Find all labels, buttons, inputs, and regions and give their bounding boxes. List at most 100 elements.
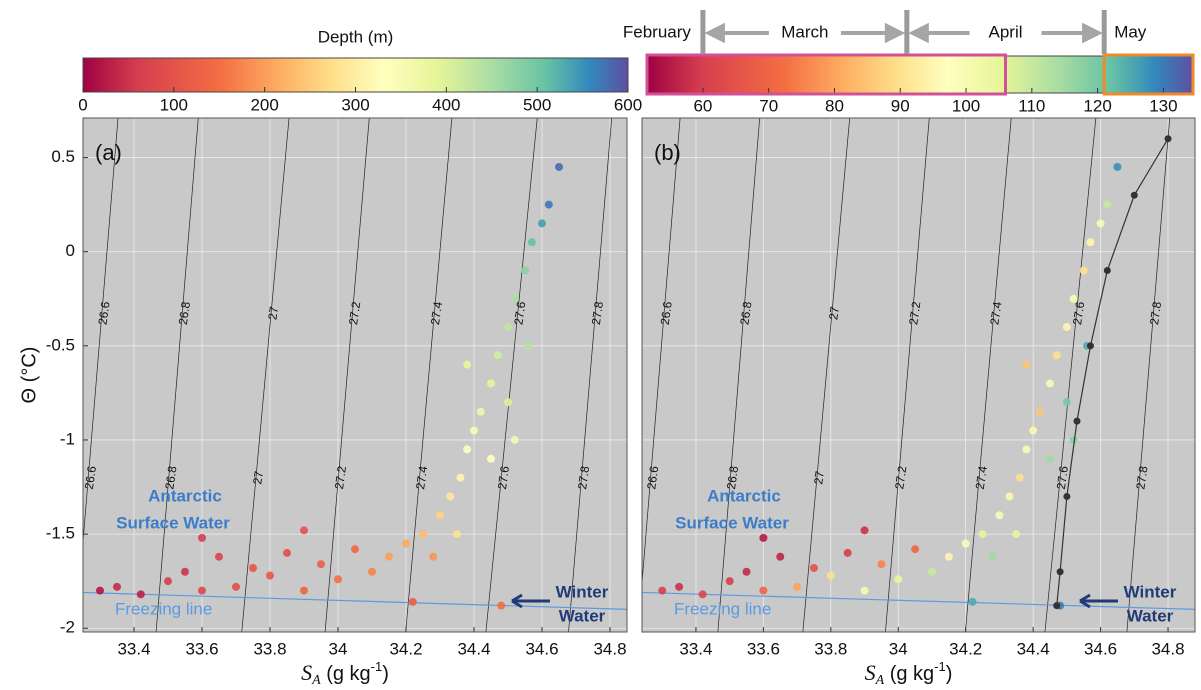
data-point — [198, 533, 206, 542]
data-point — [877, 560, 886, 569]
y-tick-label: 0.5 — [51, 147, 75, 166]
isopycnal-label: 27.4 — [987, 300, 1004, 325]
y-tick-label: -1.5 — [46, 524, 75, 543]
data-point — [698, 590, 707, 599]
data-point — [978, 530, 987, 539]
x-axis-label-part: A — [311, 673, 321, 688]
profile-point — [1164, 135, 1172, 143]
colorbar-tick-label: 600 — [614, 95, 642, 114]
panel-label: (b) — [654, 140, 681, 165]
data-point — [402, 539, 410, 548]
x-tick-label: 34.8 — [1151, 639, 1184, 658]
isopycnal — [1044, 118, 1097, 632]
data-point — [1069, 435, 1078, 444]
data-point — [181, 567, 189, 576]
data-point — [113, 582, 121, 591]
panel: 26.6 26.6 26.8 26.8 27 27 27.2 27.2 27.4 27.4 27.6… — [623, 10, 1196, 688]
colorbar-tick-label: 200 — [250, 95, 278, 114]
data-point — [164, 577, 172, 586]
x-tick-label: 34.6 — [525, 639, 558, 658]
x-tick-label: 33.6 — [747, 639, 780, 658]
data-point — [463, 360, 472, 369]
data-point — [198, 586, 206, 595]
data-point — [453, 530, 461, 539]
isopycnal-label: 26.6 — [95, 300, 112, 325]
colorbar-label: Depth (m) — [318, 27, 394, 46]
x-axis-label-part: A — [875, 673, 885, 688]
data-point — [524, 341, 533, 350]
data-point — [860, 526, 869, 535]
winter-water-arrow — [511, 593, 550, 609]
data-point — [1012, 530, 1021, 539]
plot-frame — [82, 117, 628, 633]
data-point — [497, 601, 506, 610]
data-point — [759, 586, 768, 595]
data-point — [944, 552, 953, 561]
data-point — [521, 266, 529, 275]
plot-frame — [641, 117, 1196, 633]
data-point — [742, 567, 751, 576]
data-point — [527, 238, 536, 247]
panel-label: (a) — [95, 140, 122, 165]
data-point — [429, 552, 438, 561]
profile-point — [1086, 342, 1094, 350]
data-point — [826, 571, 835, 580]
data-point — [1029, 426, 1038, 435]
data-point — [809, 563, 818, 572]
colorbar-tick-label: 120 — [1083, 96, 1111, 115]
data-point — [408, 597, 417, 606]
isopycnal-label: 26.6 — [82, 465, 99, 490]
isopycnal-label: 27.4 — [973, 465, 990, 490]
isopycnal-label: 27 — [250, 470, 266, 485]
month-label: May — [1114, 22, 1147, 41]
isopycnal-label: 27.6 — [511, 300, 528, 325]
data-point — [961, 539, 970, 548]
plot-area: 26.6 26.6 26.8 26.8 27 27 27.2 27.2 27.4 27.4 27.6… — [82, 118, 627, 632]
data-point — [368, 567, 376, 576]
data-point — [776, 552, 785, 561]
water-mass-label: Surface Water — [116, 513, 230, 532]
isopycnal-label: 26.8 — [162, 465, 179, 490]
y-axis-label: Θ (°C) — [18, 347, 40, 404]
isopycnal-label: 27.2 — [892, 465, 909, 490]
data-point — [1046, 454, 1055, 463]
isopycnal-label: 27.2 — [906, 300, 923, 325]
freezing-line — [83, 591, 627, 611]
x-axis-label: SA (g kg-1) — [865, 659, 953, 688]
x-tick-label: 34 — [889, 639, 908, 658]
month-label: February — [623, 22, 692, 41]
isopycnal-label: 27.4 — [428, 300, 445, 325]
x-axis-label: SA (g kg-1) — [301, 659, 389, 688]
data-point — [334, 575, 342, 584]
x-tick-label: 34.6 — [1084, 639, 1117, 658]
y-tick-label: -2 — [60, 618, 75, 637]
x-tick-label: 33.8 — [814, 639, 847, 658]
panel: 26.6 26.6 26.8 26.8 27 27 27.2 27.2 27.4 27.4 27.6… — [18, 27, 642, 688]
data-point — [894, 575, 903, 584]
data-point — [1035, 407, 1044, 416]
winter-water-label: Winter — [1124, 582, 1177, 601]
data-point — [1103, 200, 1112, 209]
isopycnal — [324, 118, 370, 632]
isopycnal-label: 26.6 — [658, 300, 675, 325]
y-tick-label: 0 — [66, 241, 75, 260]
data-point — [385, 552, 393, 561]
x-tick-label: 33.4 — [679, 639, 712, 658]
isopycnal-label: 27.8 — [575, 465, 592, 490]
x-tick-label: 34.8 — [593, 639, 626, 658]
data-point — [446, 492, 455, 501]
winter-water-label: Winter — [556, 582, 609, 601]
x-axis-label-part: ) — [946, 663, 953, 685]
isopycnal — [717, 118, 761, 632]
isopycnal — [405, 118, 453, 632]
x-tick-label: 33.8 — [253, 639, 286, 658]
data-point — [759, 533, 768, 542]
data-point — [793, 582, 802, 591]
x-axis-label-part: -1 — [371, 659, 383, 674]
data-point — [436, 511, 444, 520]
isopycnal-label: 27 — [811, 470, 827, 485]
profile-line — [1056, 138, 1169, 606]
winter-water-arrow — [1079, 593, 1118, 609]
data-point — [215, 552, 223, 561]
isopycnal-label: 27.8 — [589, 300, 606, 325]
